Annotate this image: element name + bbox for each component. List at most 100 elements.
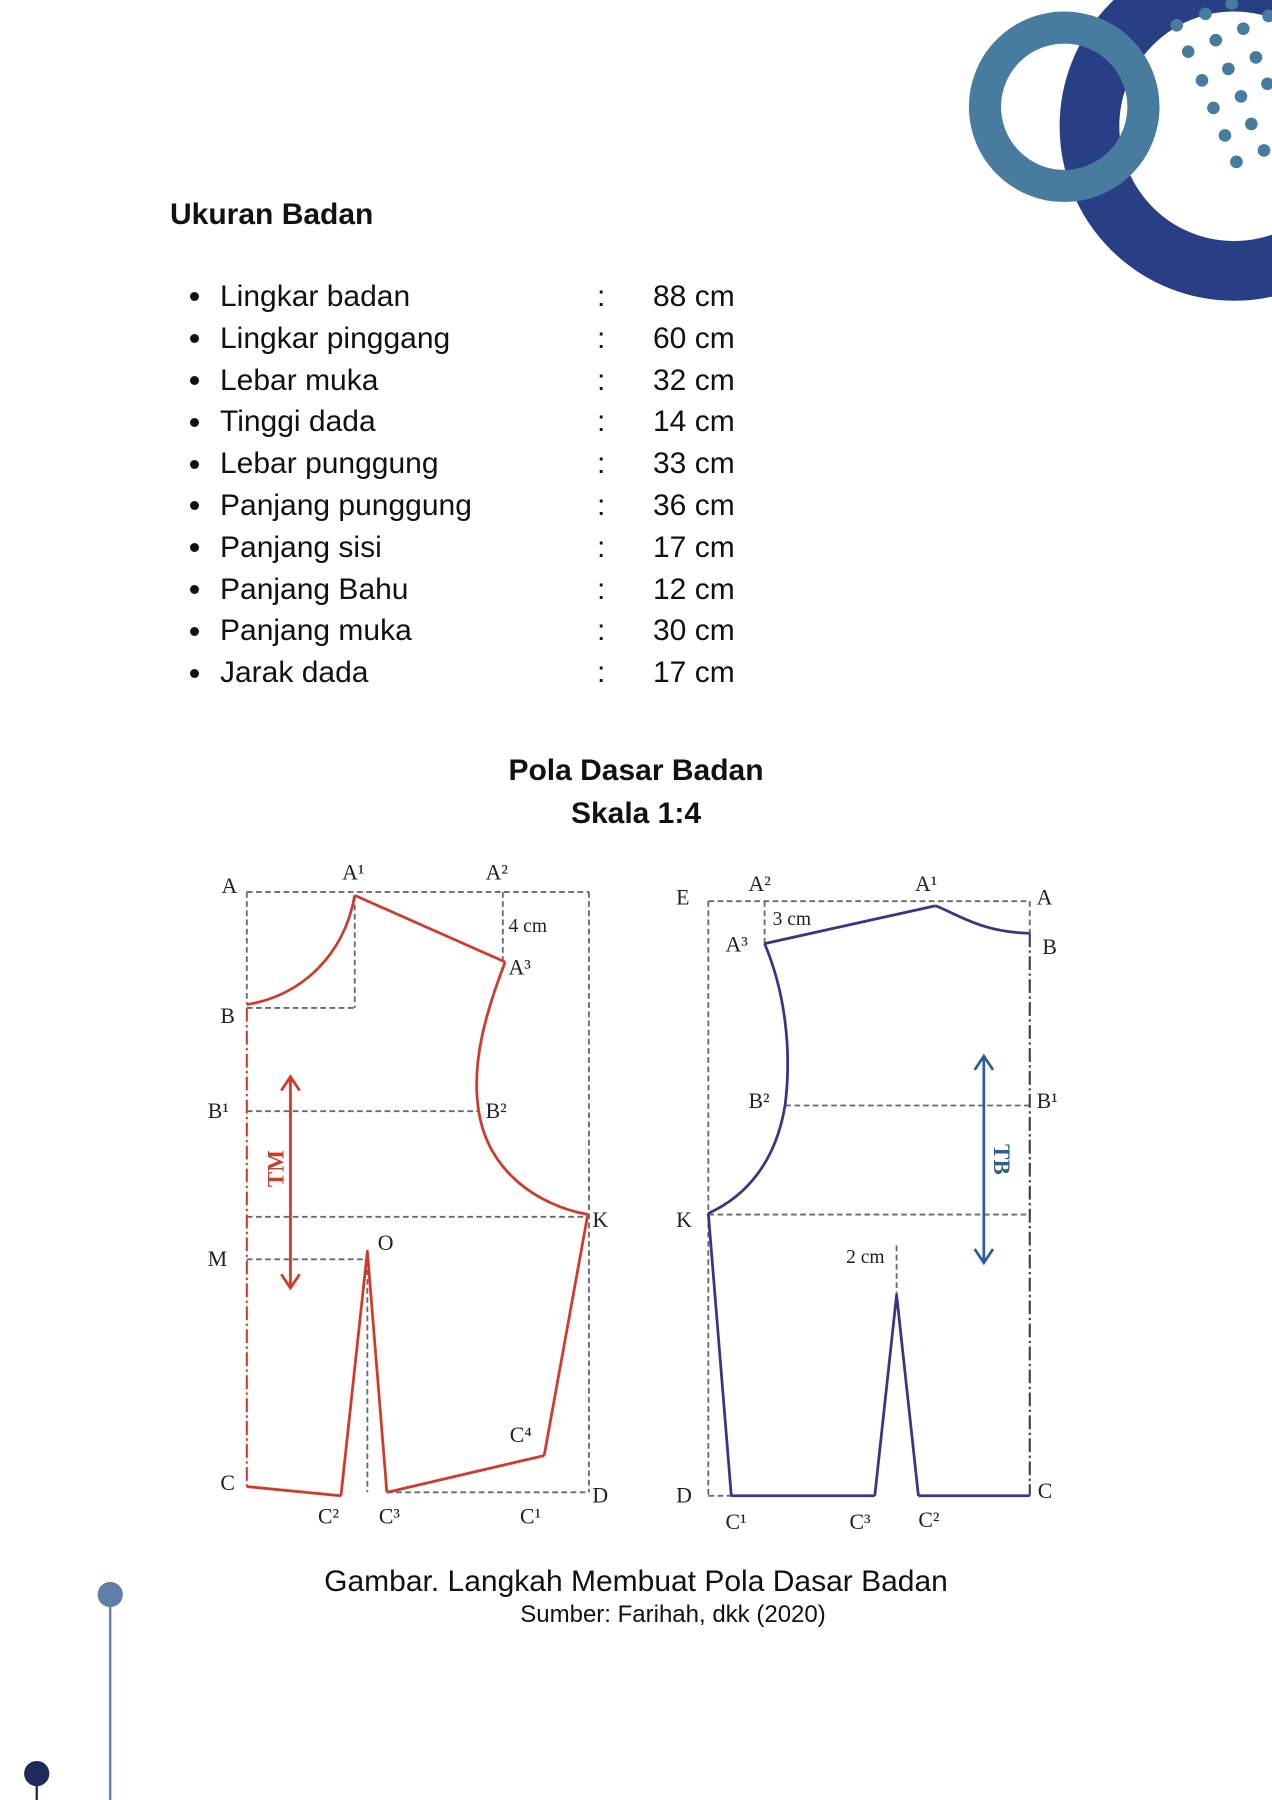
measurement-separator: : (597, 321, 606, 355)
measurement-row: Lingkar badan : 88 cm (0, 276, 800, 318)
front-dart (339, 1249, 389, 1496)
back-point-e-label: E (676, 886, 689, 910)
front-point-c4-label: C⁴ (510, 1423, 532, 1447)
measurement-list: Lingkar badan : 88 cm Lingkar pinggang :… (0, 276, 800, 694)
decor-dot (1236, 22, 1250, 36)
measurement-label: Panjang sisi (220, 530, 382, 564)
measurement-separator: : (597, 280, 606, 313)
decor-dot (1230, 155, 1243, 169)
front-point-a3-label: A³ (509, 956, 532, 980)
front-point-a2-label: A² (486, 860, 509, 884)
decor-dot (1261, 77, 1272, 91)
measurement-value: 30 cm (653, 614, 735, 648)
back-point-c2-label: C² (918, 1508, 940, 1532)
measurement-row: Lebar muka : 32 cm (0, 360, 800, 402)
measurement-label: Tinggi dada (220, 405, 376, 439)
measurement-separator: : (597, 572, 606, 606)
front-point-m-label: M (208, 1247, 227, 1271)
measurement-label: Lebar muka (220, 363, 379, 397)
bullet-icon (190, 543, 199, 553)
figure-source: Sumber: Farihah, dkk (2020) (520, 1601, 826, 1628)
tb-arrow: TB (973, 1053, 1014, 1266)
decor-dot-pattern (1170, 0, 1272, 169)
decor-dot (1245, 117, 1258, 131)
measurement-value: 17 cm (653, 530, 735, 564)
decor-dot (1222, 62, 1235, 76)
measurement-label: Lebar punggung (220, 447, 439, 481)
back-pattern: TB E A² A¹ A 3 cm A³ B B² B¹ K 2 cm D C¹… (676, 872, 1058, 1534)
decor-dot (1218, 129, 1232, 142)
front-point-k-label: K (592, 1208, 608, 1232)
decor-dot-slate (97, 1581, 123, 1608)
back-dart-label: 2 cm (846, 1247, 884, 1268)
tm-label: TM (264, 1150, 289, 1187)
bullet-icon (190, 375, 199, 385)
back-side-seam (706, 1213, 733, 1496)
measurement-value: 33 cm (653, 447, 735, 481)
front-side-seam (542, 1214, 590, 1456)
tb-arrow-head-down-icon (973, 1248, 995, 1266)
front-pattern: TM A A¹ A² 4 cm A³ B B¹ B² K M O C⁴ C C²… (208, 860, 609, 1528)
measurement-row: Lebar punggung : 33 cm (0, 443, 800, 485)
back-point-b2-label: B² (749, 1089, 771, 1113)
back-point-c-label: C (1038, 1479, 1053, 1503)
measurement-value: 36 cm (653, 488, 735, 522)
bullet-icon (190, 668, 199, 678)
decor-dot (1199, 7, 1212, 21)
back-point-k-label: K (676, 1208, 692, 1232)
front-point-a-label: A (222, 874, 238, 898)
front-point-b-label: B (220, 1004, 235, 1028)
measurement-label: Panjang punggung (220, 488, 472, 522)
back-dart (873, 1293, 920, 1496)
back-point-a-label: A (1037, 886, 1053, 910)
front-point-c1-label: C¹ (520, 1504, 541, 1528)
tm-arrow-head-down-icon (280, 1273, 301, 1291)
measurement-row: Jarak dada : 17 cm (0, 652, 800, 694)
front-hem-right (386, 1454, 545, 1494)
front-point-c2-label: C² (318, 1504, 340, 1528)
bullet-icon (190, 459, 199, 469)
decor-dot-navy (24, 1760, 50, 1787)
front-point-c-label: C (220, 1471, 235, 1495)
back-offset-label: 3 cm (773, 909, 811, 930)
measurement-value: 88 cm (653, 280, 735, 313)
measurement-row: Panjang sisi : 17 cm (0, 527, 800, 569)
figure-title: Pola Dasar Badan (508, 754, 764, 787)
bullet-icon (190, 292, 199, 302)
tm-arrow: TM (264, 1074, 301, 1291)
bullet-icon (190, 501, 199, 511)
measurement-separator: : (597, 447, 606, 481)
decor-dot (1234, 90, 1248, 103)
front-point-c3-label: C³ (379, 1504, 401, 1528)
measurement-row: Panjang muka : 30 cm (0, 610, 800, 652)
front-point-b1-label: B¹ (208, 1099, 229, 1123)
measurement-separator: : (597, 363, 606, 397)
section-title: Ukuran Badan (170, 198, 374, 231)
front-point-o-label: O (378, 1231, 394, 1255)
back-point-c1-label: C¹ (726, 1510, 747, 1534)
decor-dot (1181, 45, 1195, 58)
front-shoulder-line (354, 894, 506, 964)
front-armhole (475, 961, 589, 1216)
back-point-a1-label: A¹ (915, 872, 937, 896)
decor-ring-teal (968, 11, 1160, 203)
back-point-c3-label: C³ (850, 1510, 872, 1534)
measurement-value: 17 cm (653, 656, 735, 690)
decor-dot (1195, 74, 1209, 87)
measurement-row: Tinggi dada : 14 cm (0, 401, 800, 443)
bullet-icon (190, 584, 199, 594)
back-point-b-label: B (1042, 935, 1057, 959)
back-point-a3-label: A³ (726, 933, 749, 957)
bullet-icon (190, 417, 199, 427)
measurement-row: Panjang Bahu : 12 cm (0, 569, 800, 611)
front-hem-left (246, 1485, 342, 1498)
front-point-a1-label: A¹ (342, 860, 364, 884)
back-point-d-label: D (676, 1484, 692, 1508)
back-neckline (935, 904, 1030, 935)
decor-dot (1262, 9, 1272, 23)
decor-dot (1225, 0, 1239, 10)
decor-dot (1209, 33, 1223, 47)
measurement-separator: : (597, 530, 606, 564)
front-neckline (246, 895, 357, 1006)
